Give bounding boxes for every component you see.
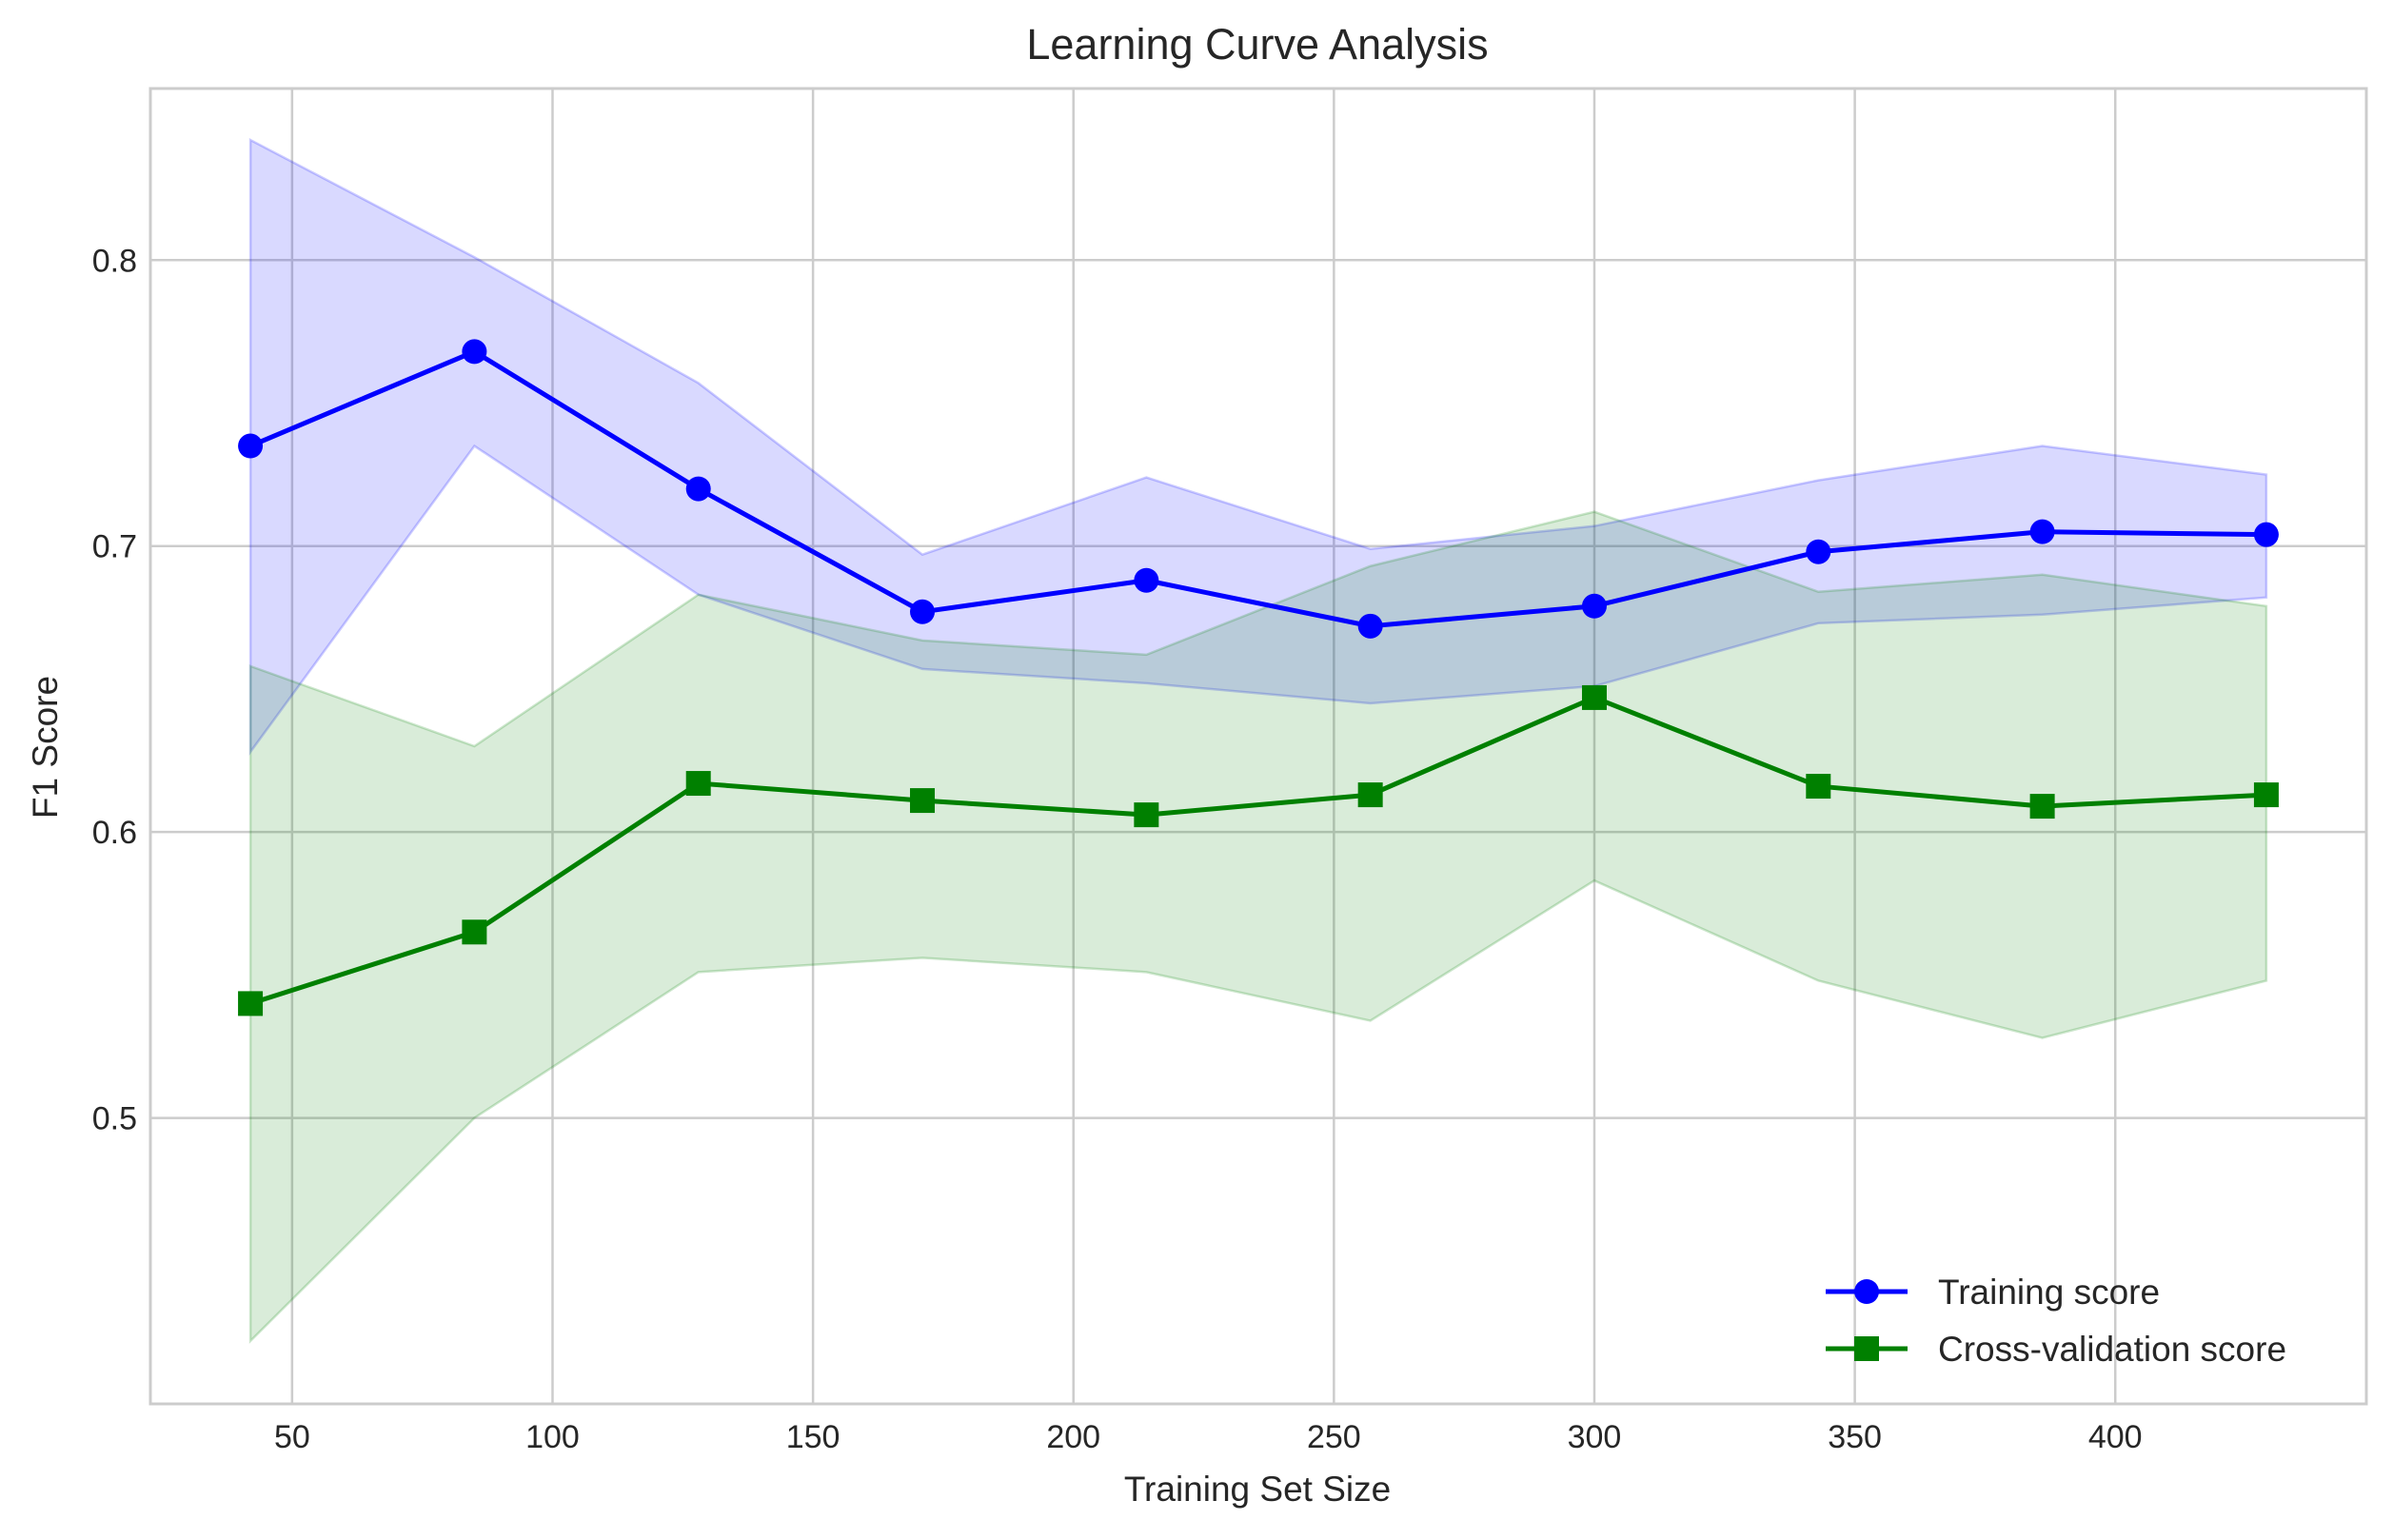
- y-tick-label: 0.6: [92, 815, 137, 851]
- plot-frame: [148, 87, 2368, 1406]
- data-point: [1357, 613, 1383, 639]
- data-point: [462, 919, 487, 945]
- legend-marker: [1854, 1279, 1879, 1304]
- x-tick-labels: 50 100 150 200 250 300 350 400: [274, 1419, 2143, 1455]
- x-tick-label: 200: [1046, 1419, 1100, 1455]
- x-tick-label: 400: [2088, 1419, 2143, 1455]
- data-point: [910, 599, 936, 624]
- x-tick-label: 350: [1828, 1419, 1882, 1455]
- data-point: [2253, 522, 2279, 547]
- data-point: [910, 788, 936, 814]
- series-markers: [238, 339, 2279, 1017]
- y-tick-label: 0.8: [92, 243, 137, 279]
- legend-label: Cross-validation score: [1938, 1330, 2286, 1369]
- data-point: [2029, 519, 2055, 544]
- data-point: [1806, 774, 1831, 800]
- y-axis-label: F1 Score: [26, 676, 65, 819]
- x-tick-label: 100: [525, 1419, 580, 1455]
- data-point: [2253, 782, 2279, 808]
- y-tick-label: 0.5: [92, 1101, 137, 1137]
- confidence-bands: [248, 138, 2268, 1344]
- x-tick-label: 300: [1568, 1419, 1622, 1455]
- data-point: [238, 433, 264, 459]
- legend-label: Training score: [1938, 1273, 2160, 1312]
- y-tick-labels: 0.5 0.6 0.7 0.8: [92, 243, 137, 1136]
- grid: [150, 89, 2366, 1404]
- data-point: [1806, 539, 1831, 564]
- data-point: [2029, 794, 2055, 819]
- data-point: [685, 476, 711, 502]
- legend-marker: [1854, 1336, 1879, 1361]
- legend: Training score Cross-validation score: [1826, 1273, 2286, 1369]
- data-point: [685, 771, 711, 797]
- series-line: [249, 695, 2267, 1006]
- data-point: [238, 991, 264, 1017]
- x-tick-label: 250: [1307, 1419, 1361, 1455]
- confidence-band: [248, 510, 2268, 1344]
- data-point: [462, 339, 487, 365]
- x-tick-label: 150: [786, 1419, 841, 1455]
- data-point: [1581, 593, 1607, 619]
- data-point: [1134, 802, 1159, 828]
- series-lines: [249, 348, 2267, 1006]
- y-tick-label: 0.7: [92, 529, 137, 565]
- data-point: [1357, 782, 1383, 808]
- data-point: [1134, 567, 1159, 593]
- x-tick-label: 50: [274, 1419, 310, 1455]
- chart-title: Learning Curve Analysis: [1026, 20, 1488, 69]
- x-axis-label: Training Set Size: [1124, 1470, 1391, 1509]
- confidence-band: [248, 138, 2268, 756]
- series-line: [249, 348, 2266, 629]
- data-point: [1581, 684, 1607, 710]
